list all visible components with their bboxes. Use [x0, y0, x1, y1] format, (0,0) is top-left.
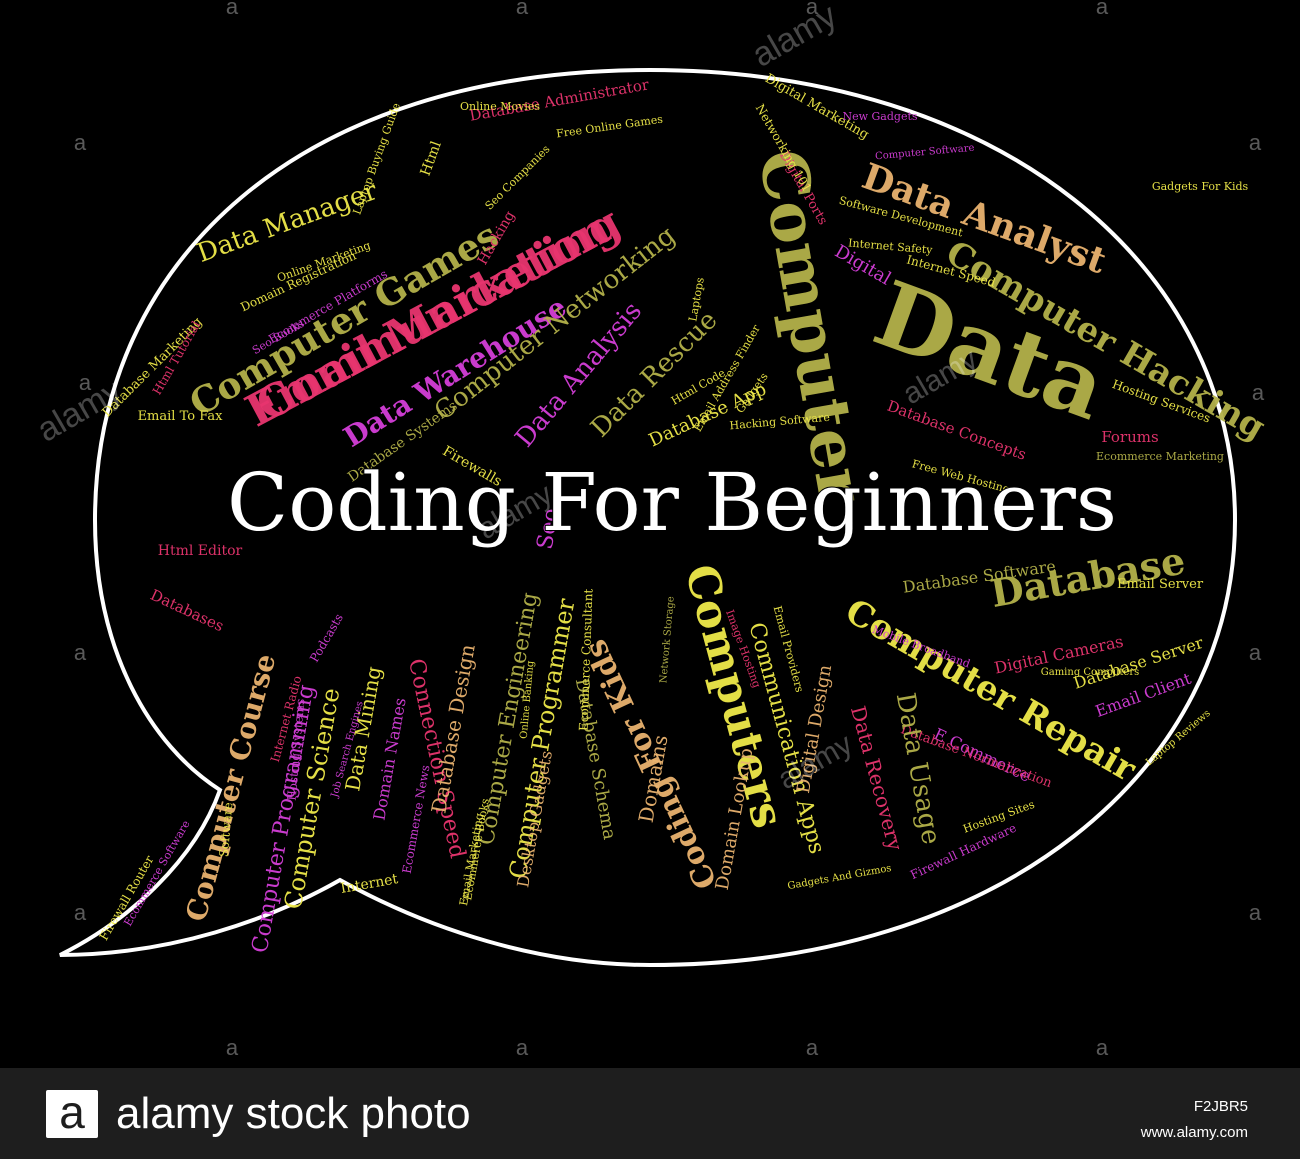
image-id: F2JBR5 [1193, 1098, 1248, 1115]
watermark-tile-icon: a [74, 900, 87, 925]
watermark-tile-icon: a [74, 640, 87, 665]
cloud-word: Gadgets For Kids [1152, 180, 1249, 193]
watermark-tile-icon: a [79, 370, 92, 395]
watermark-tile-icon: a [1249, 640, 1262, 665]
watermark-tile-icon: a [226, 0, 239, 19]
watermark-tile-icon: a [516, 1035, 529, 1060]
cloud-word: Email To Fax [138, 409, 224, 424]
cloud-word: Online Movies [460, 100, 540, 113]
cloud-word: Email Server [1117, 577, 1204, 592]
watermark-tile-icon: a [1249, 130, 1262, 155]
cloud-word: Ecommerce Marketing [1096, 450, 1224, 463]
watermark-tile-icon: a [1096, 0, 1109, 19]
main-title: Coding For Beginners [227, 456, 1117, 549]
watermark-tile-icon: a [1249, 900, 1262, 925]
watermark-tile-icon: a [226, 1035, 239, 1060]
cloud-word: Forums [1101, 428, 1158, 446]
cloud-word: Gaming Computers [1041, 667, 1140, 678]
watermark-tile-icon: a [1096, 1035, 1109, 1060]
cloud-word: Software [217, 802, 236, 858]
speech-bubble [59, 67, 1238, 968]
stock-footer: a alamy stock photo F2JBR5 www.alamy.com [0, 1068, 1300, 1159]
watermark-tile-icon: a [74, 130, 87, 155]
footer-brand-text: alamy stock photo [116, 1089, 471, 1138]
cloud-word: Ecommerce Consultant [577, 588, 596, 731]
watermark-tile-icon: a [806, 0, 819, 19]
site-url: www.alamy.com [1140, 1124, 1248, 1141]
alamy-logo-icon: a [46, 1089, 98, 1138]
watermark-tile-icon: a [516, 0, 529, 19]
cloud-word: New Gadgets [842, 110, 917, 123]
watermark-tile-icon: a [806, 1035, 819, 1060]
cloud-word: Html Editor [158, 543, 243, 559]
watermark-tile-icon: a [1252, 380, 1265, 405]
